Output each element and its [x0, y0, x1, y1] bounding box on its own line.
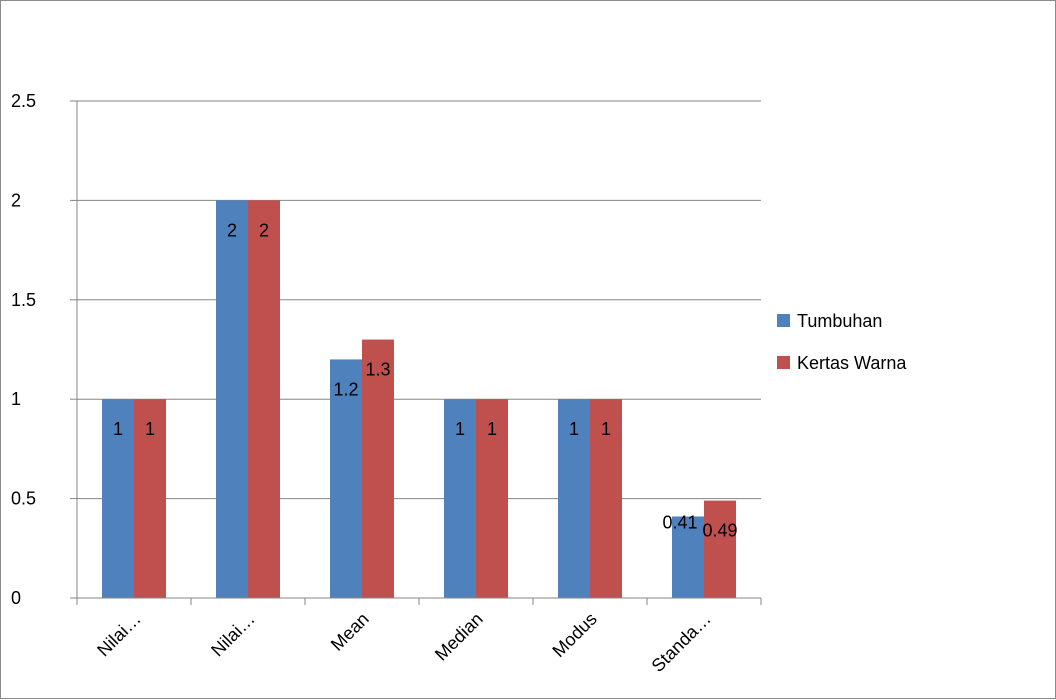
data-labels: 1 1 2 2 1.2 1.3 1 1 1 1 0.41 0.49 — [113, 220, 738, 540]
x-tick-label: Nilai… — [93, 609, 145, 661]
x-tick-label: Standa… — [648, 609, 715, 676]
data-label: 1 — [601, 419, 611, 439]
data-label: 1 — [455, 419, 465, 439]
data-label: 1.2 — [333, 379, 358, 399]
y-tick-label: 0 — [11, 588, 21, 608]
y-tick-label: 0.5 — [11, 489, 36, 509]
x-tick-label: Median — [431, 609, 487, 665]
gridlines — [77, 100, 761, 500]
bar — [362, 339, 394, 598]
y-tick-label: 1 — [11, 389, 21, 409]
data-label: 0.49 — [702, 521, 737, 541]
data-label: 1 — [145, 419, 155, 439]
bar — [248, 200, 280, 598]
data-label: 1 — [487, 419, 497, 439]
bar — [704, 500, 736, 598]
x-tick-label: Mean — [327, 609, 373, 655]
bar — [102, 399, 134, 598]
bar — [216, 200, 248, 598]
data-label: 1.3 — [365, 360, 390, 380]
data-label: 0.41 — [662, 512, 697, 532]
x-tick-label: Modus — [548, 609, 600, 661]
bar — [330, 359, 362, 598]
legend-swatch — [777, 356, 790, 369]
legend: Tumbuhan Kertas Warna — [777, 311, 907, 373]
legend-label: Kertas Warna — [797, 353, 907, 373]
bar — [444, 399, 476, 598]
data-label: 2 — [227, 220, 237, 240]
x-tick-label: Nilai… — [207, 609, 259, 661]
bar — [134, 399, 166, 598]
bars — [102, 200, 736, 598]
bar — [672, 516, 704, 598]
legend-swatch — [777, 314, 790, 327]
data-label: 1 — [569, 419, 579, 439]
bar — [476, 399, 508, 598]
y-tick-label: 1.5 — [11, 290, 36, 310]
bar — [590, 399, 622, 598]
data-label: 2 — [259, 220, 269, 240]
data-label: 1 — [113, 419, 123, 439]
legend-label: Tumbuhan — [797, 311, 882, 331]
y-tick-label: 2 — [11, 190, 21, 210]
bar — [558, 399, 590, 598]
y-tick-label: 2.5 — [11, 91, 36, 111]
